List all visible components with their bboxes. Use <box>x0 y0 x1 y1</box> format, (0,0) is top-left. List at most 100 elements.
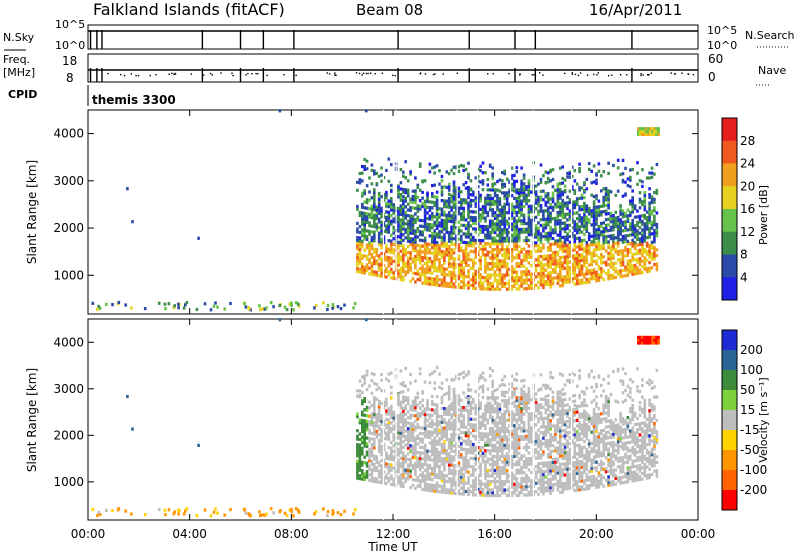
range-gate-cell <box>373 213 376 217</box>
range-gate-cell <box>390 468 393 473</box>
range-gate-cell <box>443 278 446 282</box>
range-gate-cell <box>469 490 473 494</box>
range-gate-cell <box>450 416 453 420</box>
range-gate-cell <box>474 278 478 282</box>
range-gate-cell <box>380 206 383 210</box>
range-gate-cell <box>450 457 453 462</box>
range-gate-cell <box>515 227 519 232</box>
range-gate-cell <box>385 201 388 205</box>
range-gate-cell <box>486 194 490 199</box>
range-gate-cell <box>474 462 478 466</box>
range-gate-cell <box>566 260 569 264</box>
range-gate-cell <box>510 463 514 467</box>
range-gate-cell <box>423 479 427 484</box>
range-gate-cell <box>508 225 511 229</box>
range-gate-cell <box>515 256 519 260</box>
range-gate-cell <box>585 218 589 222</box>
range-gate-cell <box>467 224 470 228</box>
range-gate-cell <box>373 440 376 444</box>
range-gate-cell <box>443 233 446 237</box>
range-gate-cell <box>416 235 420 239</box>
range-gate-cell <box>534 283 538 287</box>
range-gate-cell <box>399 473 403 477</box>
range-gate-cell <box>392 242 395 246</box>
range-gate-cell <box>496 208 499 212</box>
range-gate-cell <box>460 163 463 168</box>
range-gate-cell <box>370 264 374 268</box>
power-cells <box>91 109 660 314</box>
range-gate-cell <box>481 376 485 380</box>
range-gate-cell <box>259 307 262 312</box>
range-gate-cell <box>368 229 371 233</box>
range-gate-cell <box>426 477 429 481</box>
range-gate-cell <box>411 483 415 487</box>
range-gate-cell <box>556 242 560 246</box>
range-gate-cell <box>457 265 461 270</box>
range-gate-cell <box>491 172 494 176</box>
range-gate-cell <box>356 261 359 265</box>
range-gate-cell <box>493 432 497 436</box>
range-gate-cell <box>447 443 451 447</box>
range-gate-cell <box>404 160 407 164</box>
range-gate-cell <box>377 444 381 448</box>
range-gate-cell <box>604 237 608 242</box>
range-gate-cell <box>368 431 371 435</box>
range-gate-cell <box>409 447 412 451</box>
range-gate-cell <box>585 269 589 273</box>
range-gate-cell <box>501 429 504 433</box>
range-gate-cell <box>406 443 410 447</box>
range-gate-cell <box>515 276 519 280</box>
range-gate-cell <box>411 229 415 233</box>
range-gate-cell <box>261 307 265 311</box>
range-gate-cell <box>479 287 482 291</box>
range-gate-cell <box>580 193 584 197</box>
range-gate-cell <box>423 262 427 266</box>
range-gate-cell <box>517 191 521 195</box>
range-gate-cell <box>510 276 514 280</box>
range-gate-cell <box>380 444 383 448</box>
range-gate-cell <box>375 228 379 232</box>
range-gate-cell <box>653 234 656 238</box>
range-gate-cell <box>556 261 560 266</box>
range-gate-cell <box>288 302 292 306</box>
range-gate-cell <box>559 236 562 240</box>
range-gate-cell <box>554 219 557 223</box>
nave-dot <box>687 73 690 75</box>
range-gate-cell <box>501 236 504 240</box>
range-gate-cell <box>457 373 461 377</box>
range-gate-cell <box>527 204 531 208</box>
range-gate-cell <box>542 277 545 281</box>
range-gate-cell <box>508 222 511 226</box>
range-gate-cell <box>510 485 514 489</box>
range-gate-cell <box>452 435 456 439</box>
range-gate-cell <box>428 271 432 275</box>
range-gate-cell <box>462 439 465 443</box>
range-gate-cell <box>580 241 584 245</box>
range-gate-cell <box>510 264 514 269</box>
range-gate-cell <box>462 198 465 202</box>
range-gate-cell <box>653 172 656 176</box>
range-gate-cell <box>467 464 470 469</box>
range-gate-cell <box>390 396 393 400</box>
range-gate-cell <box>397 450 400 454</box>
range-gate-cell <box>406 396 410 400</box>
range-gate-cell <box>650 232 654 236</box>
range-gate-cell <box>484 415 487 419</box>
range-gate-cell <box>476 202 480 206</box>
range-gate-cell <box>508 211 511 215</box>
range-gate-cell <box>624 192 627 196</box>
range-gate-cell <box>559 219 562 223</box>
range-gate-cell <box>488 468 492 472</box>
range-gate-cell <box>648 204 651 208</box>
range-gate-cell <box>414 447 417 451</box>
range-gate-cell <box>385 377 388 381</box>
range-gate-cell <box>604 271 608 276</box>
range-gate-cell <box>373 259 376 263</box>
range-gate-cell <box>559 233 562 237</box>
range-gate-cell <box>597 233 601 237</box>
range-gate-cell <box>484 236 487 240</box>
range-gate-cell <box>435 453 439 457</box>
range-gate-cell <box>358 181 362 185</box>
range-gate-cell <box>534 232 538 236</box>
range-gate-cell <box>587 235 591 239</box>
